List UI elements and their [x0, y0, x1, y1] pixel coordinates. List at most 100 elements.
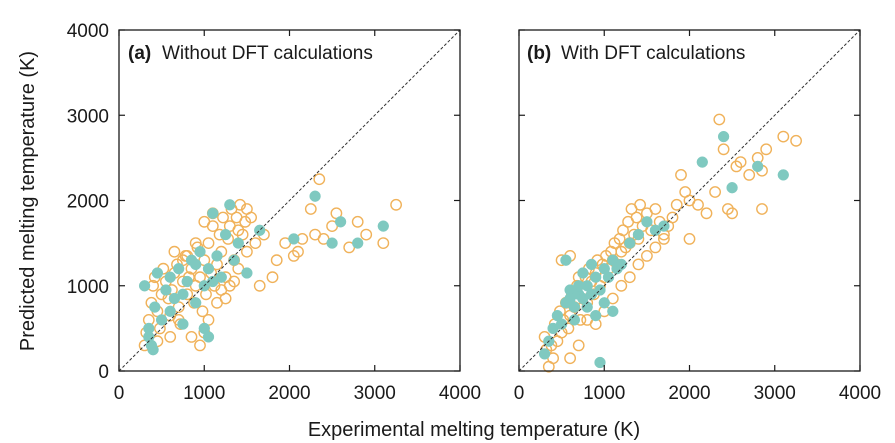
panel-b-filled-point [726, 182, 738, 194]
panel-a-open-point [217, 211, 229, 224]
panel-a-x-tick-label: 2000 [268, 383, 310, 404]
panel-a-filled-point [151, 267, 164, 279]
panel-b-filled-point [568, 314, 581, 326]
panel-a-open-point [240, 203, 253, 215]
panel-b-filled-point [602, 271, 615, 283]
y-tick-label: 4000 [67, 21, 109, 42]
panel-a-filled-point [155, 314, 168, 326]
panel-a-open-point [202, 237, 215, 250]
panel-b-filled-point [607, 305, 619, 317]
panel-b-title: With DFT calculations [561, 43, 745, 64]
panel-a-open-point [239, 215, 252, 228]
panel-a-points [138, 173, 402, 356]
panel-b-filled-point [573, 280, 585, 292]
panel-a-open-point [313, 173, 326, 186]
panel-b-open-point [630, 211, 643, 224]
panel-b-filled-point [696, 156, 708, 168]
x-axis-title: Experimental melting temperature (K) [308, 419, 640, 441]
panel-b-filled-point [752, 160, 764, 173]
panel-b: 0 1000 2000 3000 4000 (b) With DFT calculati… [514, 29, 881, 404]
panel-a-ticks: 00 1000 1000 2000 2000 3000 3000 4000 4000 [67, 21, 481, 404]
panel-b-filled-point [538, 348, 551, 360]
panel-a-filled-point [164, 271, 176, 283]
panel-b-open-point [683, 232, 696, 245]
panel-b-x-tick-label: 1000 [583, 383, 625, 404]
panel-b-open-point [617, 224, 629, 237]
panel-b-open-point [623, 271, 636, 284]
panel-b-filled-point [624, 237, 636, 249]
panel-a-open-point [164, 330, 177, 343]
panel-b-open-point [790, 134, 802, 147]
panel-b-open-point [777, 130, 790, 143]
panel-b-filled-point [777, 169, 789, 181]
panel-a-filled-point [138, 280, 151, 292]
panel-a-filled-point [232, 237, 244, 249]
panel-b-open-point [683, 194, 696, 207]
panel-a-filled-point [194, 246, 206, 258]
panel-a-filled-point [207, 275, 219, 288]
panel-b-open-point [726, 207, 738, 220]
panel-b-open-point [670, 198, 683, 211]
panel-a-tag: (a) [128, 43, 151, 64]
panel-b-filled-point [560, 254, 572, 266]
panel-a-x-tick-label: 0 [114, 383, 125, 404]
panel-a-open-point [360, 228, 373, 241]
panel-b-open-point [572, 339, 585, 352]
panel-a-filled-point [288, 233, 300, 245]
y-tick-label: 2000 [67, 192, 109, 213]
panel-a-open-point [304, 203, 317, 215]
panel-b-x-tick-label: 4000 [839, 383, 881, 404]
panel-b-open-point [615, 279, 628, 292]
panel-b-open-point [615, 245, 628, 258]
panel-b-filled-point [555, 318, 568, 330]
panel-b-x-tick-label: 0 [514, 383, 525, 404]
panel-b-filled-point [615, 258, 627, 271]
panel-a-open-point [292, 245, 304, 258]
panel-a-open-point [270, 254, 283, 267]
panel-a-open-point [194, 339, 206, 352]
panel-a-filled-point [326, 237, 338, 249]
panel-a-filled-point [147, 344, 159, 356]
panel-b-points [538, 113, 802, 373]
panel-b-open-point [634, 198, 646, 211]
panel-b-filled-point [632, 228, 645, 241]
panel-b-filled-point [585, 258, 598, 271]
panel-b-open-point [717, 143, 730, 156]
panel-a-open-point [390, 198, 402, 211]
panel-a-filled-point [177, 288, 189, 300]
panel-b-open-point [649, 203, 662, 215]
panel-a-filled-point [143, 331, 155, 343]
panel-a-open-point [253, 279, 266, 292]
panel-a-open-point [351, 215, 364, 228]
panel-a-open-point [223, 279, 236, 292]
panel-b-filled-point [598, 297, 610, 309]
panel-b-tag: (b) [527, 43, 551, 64]
panel-a-x-tick-label: 1000 [183, 383, 225, 404]
panel-a-open-point [377, 237, 390, 250]
panel-a-open-point [185, 330, 198, 343]
panel-b-filled-point [590, 271, 602, 283]
y-tick-label: 1000 [67, 277, 109, 298]
panel-a-title: Without DFT calculations [162, 43, 373, 64]
panel-a-filled-point [228, 254, 240, 266]
panel-b-open-point [700, 207, 713, 220]
panel-a-filled-point [202, 331, 215, 343]
panel-b-diagonal [518, 29, 861, 372]
panel-a-filled-point [190, 297, 202, 309]
panel-b-filled-point [717, 130, 730, 143]
panel-a-filled-point [207, 207, 219, 219]
panel-a-open-point [266, 271, 279, 284]
panel-b-open-point [658, 232, 670, 245]
panel-a-filled-point [334, 216, 347, 228]
panel-b-open-point [734, 156, 747, 169]
panel-b-open-point [709, 186, 721, 198]
panel-a-filled-point [377, 220, 389, 232]
panel-a-filled-point [181, 275, 193, 288]
panel-a-filled-point [190, 258, 202, 271]
panel-b-open-point [564, 352, 576, 365]
y-tick-label: 3000 [67, 106, 109, 127]
panel-b-filled-point [590, 309, 602, 322]
panel-a-open-point [240, 245, 253, 258]
panel-b-x-tick-label: 2000 [668, 383, 710, 404]
